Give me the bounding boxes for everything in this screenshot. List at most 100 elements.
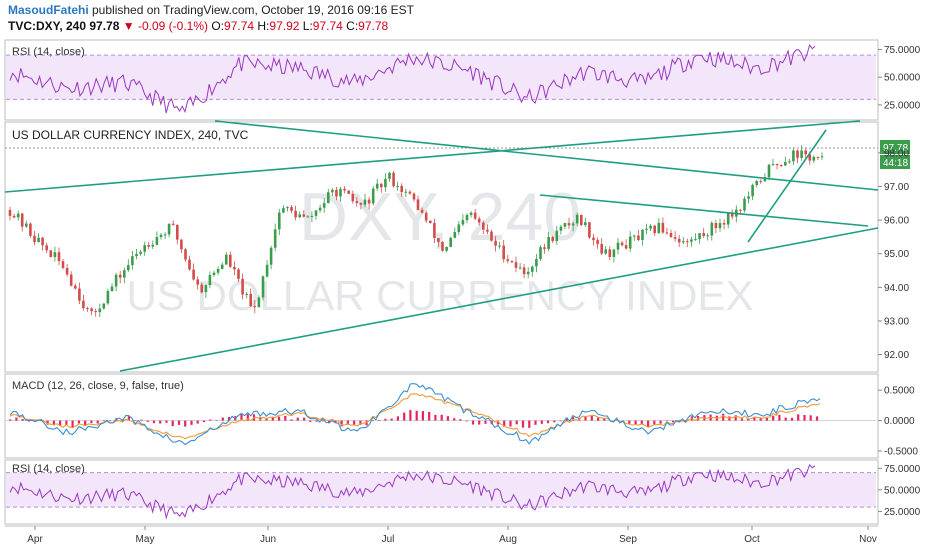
candle-body: [551, 237, 554, 241]
wedge-upper-trendline[interactable]: [539, 194, 869, 227]
candle-body: [261, 276, 265, 298]
macd-histogram-bar: [59, 420, 62, 426]
candle-body: [494, 240, 497, 246]
candle-body: [273, 229, 277, 248]
open-label: O:: [211, 19, 225, 33]
candle-body: [559, 226, 563, 231]
candle-body: [804, 150, 807, 155]
candle-body: [220, 264, 224, 269]
candle-body: [669, 232, 673, 238]
macd-histogram-bar: [409, 410, 412, 421]
macd-histogram-bar: [509, 420, 512, 427]
rsi-top-title: RSI (14, close): [12, 46, 85, 58]
macd-histogram-bar: [328, 420, 331, 424]
candle-body: [433, 223, 436, 238]
macd-histogram-bar: [127, 416, 130, 421]
macd-histogram-bar: [753, 416, 756, 421]
macd-histogram-bar: [484, 420, 487, 424]
candle-body: [45, 245, 48, 251]
price-title: US DOLLAR CURRENCY INDEX, 240, TVC: [12, 128, 249, 142]
rsi-bottom-pane: [6, 463, 876, 520]
candle-body: [714, 223, 718, 229]
macd-histogram-bar: [803, 415, 806, 421]
candle-body: [543, 247, 546, 249]
candle-body: [682, 241, 685, 243]
candle-body: [792, 150, 795, 162]
candle-body: [208, 275, 212, 286]
candle-body: [400, 185, 403, 193]
candle-body: [82, 300, 85, 308]
chart-svg[interactable]: DXY, 240 US DOLLAR CURRENCY INDEX 97.78 …: [0, 38, 932, 550]
candle-body: [110, 286, 114, 291]
price-frame: [4, 121, 879, 373]
candle-body: [278, 212, 281, 230]
ascending-support-trendline[interactable]: [119, 227, 879, 372]
candle-body: [641, 229, 644, 240]
rsi-bottom-title: RSI (14, close): [12, 463, 85, 475]
author-link[interactable]: MasoudFatehi: [8, 3, 89, 17]
macd-histogram-bar: [571, 416, 575, 421]
macd-histogram-bar: [340, 420, 343, 427]
candle-body: [526, 271, 530, 275]
candle-body: [216, 268, 220, 273]
macd-histogram-bar: [15, 417, 18, 421]
candle-body: [78, 288, 81, 301]
candle-body: [796, 150, 799, 158]
rsi-bottom-ytick-label: 50.0000: [884, 485, 921, 496]
candle-body: [212, 272, 216, 275]
candle-body: [200, 284, 204, 293]
upper-channel-trendline[interactable]: [4, 120, 861, 193]
candle-body: [800, 150, 803, 158]
macd-histogram-bar: [52, 420, 55, 426]
steep-support-trendline[interactable]: [747, 129, 827, 243]
macd-histogram-bar: [553, 420, 556, 423]
macd-histogram-bar: [759, 417, 762, 421]
candle-body: [388, 172, 391, 179]
candle-body: [808, 154, 812, 161]
rsi-top-pane: [6, 43, 876, 114]
candle-body: [241, 278, 244, 295]
candle-body: [677, 238, 681, 243]
x-tick-label: Aug: [499, 534, 517, 545]
candle-body: [424, 212, 428, 221]
candle-body: [147, 245, 150, 247]
candle-body: [123, 270, 126, 278]
candle-body: [461, 220, 465, 225]
macd-histogram-bar: [209, 419, 212, 421]
candle-body: [404, 191, 408, 193]
macd-histogram-bar: [496, 420, 500, 425]
candle-body: [322, 203, 326, 208]
x-axis: Apr May Jun Jul Aug Sep Oct Nov: [5, 525, 878, 545]
candle-body: [759, 180, 763, 182]
candle-body: [477, 218, 481, 223]
macd-histogram-bar: [672, 420, 675, 423]
candle-body: [94, 311, 97, 313]
macd-pane: [6, 383, 876, 446]
candle-body: [535, 259, 538, 267]
macd-histogram-bar: [346, 420, 349, 425]
macd-histogram-bar: [515, 420, 518, 425]
macd-histogram-bar: [290, 419, 293, 421]
low-value: 97.74: [312, 19, 343, 33]
rsi-top-ytick-label: 25.0000: [884, 100, 921, 111]
macd-histogram-bar: [171, 420, 174, 427]
x-tick-label: Oct: [744, 534, 760, 545]
candle-body: [490, 231, 493, 241]
macd-histogram-bar: [797, 414, 800, 421]
candle-body: [775, 164, 779, 166]
macd-histogram-bar: [559, 420, 562, 422]
descending-trendline[interactable]: [214, 120, 879, 191]
symbol-label[interactable]: TVC:DXY, 240: [8, 19, 87, 33]
macd-histogram-bar: [27, 420, 30, 422]
price-ytick-label: 96.00: [884, 216, 909, 227]
candle-body: [33, 235, 36, 243]
candle-body: [396, 185, 399, 187]
macd-histogram-bar: [296, 417, 299, 421]
macd-histogram-bar: [634, 420, 637, 425]
countdown-badge: [880, 155, 910, 169]
macd-histogram-bar: [215, 420, 218, 421]
candle-body: [531, 266, 534, 272]
macd-histogram-bar: [809, 415, 812, 421]
candle-body: [771, 164, 775, 166]
candle-body: [359, 203, 363, 205]
